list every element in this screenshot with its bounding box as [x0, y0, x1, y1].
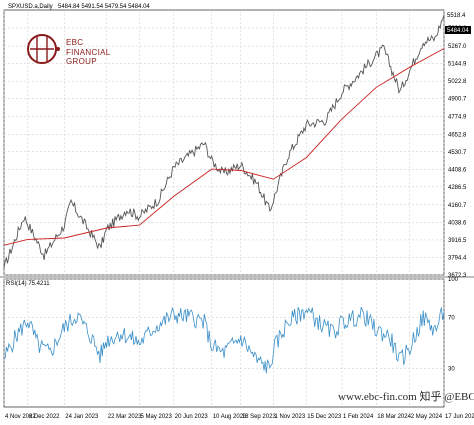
current-price-tag	[445, 26, 471, 34]
price-y-tick-label: 4408.6	[448, 167, 467, 173]
x-tick-label: 5 May 2023	[140, 414, 172, 420]
price-y-tick-label: 4286.5	[448, 185, 467, 191]
price-line	[3, 14, 445, 269]
price-y-tick-label: 5022.8	[448, 79, 467, 85]
x-tick-label: 15 Dec 2023	[307, 414, 342, 420]
price-y-tick-label: 4038.6	[448, 220, 467, 226]
logo-line-2: FINANCIAL	[66, 48, 111, 57]
price-y-tick-label: 5267.0	[448, 44, 467, 50]
rsi-line	[3, 306, 445, 374]
price-y-tick-label: 3794.4	[448, 255, 467, 261]
x-tick-label: 6 Dec 2022	[29, 414, 60, 420]
moving-average-line	[3, 48, 445, 246]
logo-line-1: EBC	[66, 38, 83, 47]
x-tick-label: 1 Feb 2024	[343, 414, 374, 420]
rsi-title: RSI(14) 75.4211	[6, 281, 50, 287]
price-y-tick-label: 4900.7	[448, 97, 467, 103]
x-tick-label: 2 May 2024	[411, 414, 443, 420]
rsi-y-tick-label: 100	[448, 277, 459, 283]
x-tick-label: 18 Sep 2023	[242, 414, 277, 420]
price-panel	[3, 9, 445, 276]
x-tick-label: 17 Jun 2024	[445, 414, 474, 420]
price-y-tick-label: 5144.9	[448, 62, 467, 68]
x-tick-label: 22 Mar 2023	[108, 414, 142, 420]
x-tick-label: 18 Mar 2024	[377, 414, 411, 420]
price-y-tick-label: 4160.7	[448, 203, 467, 209]
x-tick-label: 10 Aug 2023	[213, 414, 247, 420]
symbol-label: SPXUSD.a,Daily	[8, 4, 53, 10]
current-price-label: 5484.04	[447, 28, 469, 34]
ohlc-values: 5484.84 5491.54 5479.54 5484.04	[58, 4, 150, 10]
price-y-tick-label: 3672.3	[448, 273, 467, 279]
rsi-y-tick-label: 30	[448, 367, 455, 373]
rsi-axis-y: 30 70 100	[448, 277, 459, 373]
rsi-panel	[3, 278, 445, 408]
logo-line-3: GROUP	[66, 57, 97, 66]
price-y-tick-label: 4652.8	[448, 132, 467, 138]
x-tick-label: 1 Nov 2023	[275, 414, 306, 420]
x-tick-label: 20 Jun 2023	[175, 414, 209, 420]
watermark-text: www.ebc-fin.com 知乎 @EBC集团	[338, 389, 474, 403]
price-axis-y: 3672.3 3794.4 3916.5 4038.6 4160.7 4286.5 4408…	[448, 26, 467, 279]
price-y-tick-label: 4774.9	[448, 115, 467, 121]
rsi-series-group	[3, 306, 445, 374]
ebc-logo: EBC FINANCIAL GROUP	[27, 34, 111, 66]
price-y-tick-label: 4530.7	[448, 150, 467, 156]
price-series-group	[3, 14, 445, 269]
price-y-tick-label: 3916.5	[448, 238, 467, 244]
rsi-y-tick-label: 70	[448, 315, 455, 321]
top-price-label: 5518.4	[447, 13, 466, 19]
x-tick-label: 24 Jan 2023	[65, 414, 99, 420]
x-tick-label: 4 Nov 2022	[5, 414, 36, 420]
